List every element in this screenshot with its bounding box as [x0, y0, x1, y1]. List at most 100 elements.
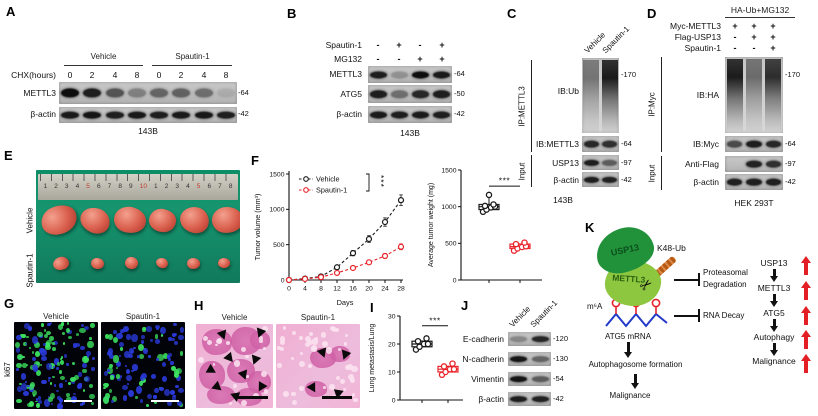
protein-band: [370, 110, 387, 119]
cell-nucleus: [115, 367, 119, 370]
cell-nucleus: [141, 327, 147, 332]
cell-nucleus: [60, 355, 63, 359]
ruler-number: 8: [228, 183, 233, 190]
lane-value: 0: [156, 70, 162, 80]
atg5-mrna-label: ATG5 mRNA: [604, 332, 652, 341]
cell-nucleus: [119, 331, 123, 335]
alveolar-space: [283, 391, 289, 397]
alveolar-space: [228, 401, 232, 406]
cell-nucleus: [173, 371, 179, 379]
protein-band: [194, 88, 213, 98]
cell-nucleus: [160, 333, 164, 337]
svg-text:500: 500: [273, 242, 285, 249]
alveolar-space: [279, 346, 284, 351]
alveolar-space: [321, 340, 328, 347]
row-label-vehicle: Vehicle: [25, 207, 35, 233]
cell-nucleus: [129, 348, 134, 354]
cell-nucleus: [31, 356, 36, 361]
tumor-specimen: [89, 255, 105, 271]
protein-band: [510, 396, 528, 402]
protein-band: [370, 70, 387, 79]
svg-text:0: 0: [453, 277, 457, 284]
cell-nucleus: [44, 342, 51, 348]
cell-nucleus: [28, 383, 34, 391]
cell-nucleus: [118, 341, 125, 348]
cell-nucleus: [48, 376, 51, 380]
cell-nucleus: [135, 386, 142, 394]
cell-nucleus: [175, 375, 181, 382]
cell-nucleus: [41, 379, 47, 385]
mw-label: -64: [454, 69, 465, 78]
cell-nucleus: [158, 386, 165, 392]
alveolar-space: [212, 363, 216, 367]
arrow-down: [624, 342, 632, 358]
cell-nucleus: [57, 402, 63, 409]
cell-nucleus: [82, 368, 87, 374]
ruler-number: 3: [175, 183, 180, 190]
up-arrow-red: [801, 306, 811, 325]
alveolar-space: [320, 332, 327, 338]
alveolar-space: [350, 378, 356, 384]
cell-nucleus: [65, 393, 70, 398]
ub-smear-lane: [583, 59, 599, 132]
svg-text:500: 500: [445, 241, 457, 248]
lane-value: +: [751, 21, 757, 31]
svg-text:1000: 1000: [441, 204, 456, 211]
protein-band: [510, 356, 528, 362]
lane-value: 8: [223, 70, 229, 80]
cell-nucleus: [24, 381, 27, 384]
protein-band: [172, 111, 191, 119]
cell-nucleus: [68, 336, 72, 340]
stain-label: ki67: [2, 361, 12, 377]
cell-nucleus: [26, 363, 29, 366]
cell-nucleus: [28, 346, 32, 349]
alveolar-space: [203, 336, 209, 342]
cell-nucleus: [140, 334, 145, 339]
cell-nucleus: [59, 370, 62, 374]
panel-h-label: H: [194, 298, 204, 313]
cell-nucleus: [153, 395, 157, 399]
blot-mettl3: [582, 136, 619, 152]
lane-value: 4: [201, 70, 207, 80]
blot-label: USP13: [552, 158, 579, 168]
cell-nucleus: [137, 343, 145, 351]
blot-actin: [59, 107, 237, 123]
cell-nucleus: [107, 367, 113, 375]
cell-nucleus: [23, 323, 31, 329]
cell-nucleus: [49, 336, 54, 341]
panel-a-label: A: [6, 4, 16, 19]
autophagosome-label: Autophagosome formation: [588, 360, 683, 369]
tumor-lesion: [199, 360, 226, 389]
protein-band: [61, 111, 80, 119]
ruler: 1 2 3 4 5 6 7 8 9 10 1 2 3 4 5 6 7 8: [38, 174, 238, 200]
svg-text:30: 30: [388, 313, 396, 320]
mw-label: -130: [553, 354, 569, 363]
blot-mettl3: [368, 66, 452, 83]
pathway-mettl3: METTL3: [757, 283, 791, 293]
lane-value: +: [417, 54, 423, 64]
cell-nucleus: [51, 375, 55, 379]
protein-band: [765, 178, 782, 186]
ruler-number: 2: [164, 183, 169, 190]
cell-nucleus: [26, 385, 31, 390]
cell-nucleus: [31, 350, 35, 354]
cell-nucleus: [139, 399, 143, 403]
inhibit-cap-1: [698, 273, 700, 286]
cell-nucleus: [168, 352, 173, 357]
cell-nucleus: [41, 356, 47, 362]
protein-band: [105, 88, 124, 98]
cell-nucleus: [132, 364, 138, 371]
cell-nucleus: [18, 382, 23, 386]
cell-line-label: 143B: [138, 126, 158, 136]
lane-value: -: [376, 54, 380, 64]
alveolar-space: [262, 346, 267, 351]
cell-nucleus: [56, 389, 59, 392]
mw-label: -54: [553, 374, 564, 383]
cell-nucleus: [78, 372, 82, 377]
cell-nucleus: [35, 369, 42, 377]
protein-band: [172, 88, 191, 98]
cell-nucleus: [122, 395, 128, 401]
cell-nucleus: [157, 354, 164, 362]
mw-label: -42: [238, 109, 249, 118]
tumor-specimen: [155, 256, 169, 270]
